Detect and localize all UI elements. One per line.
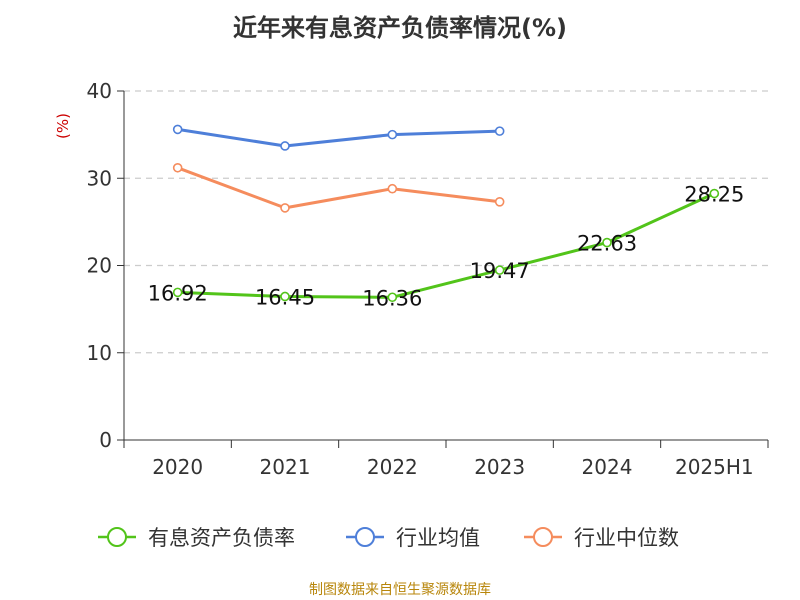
data-label: 16.92 [148,281,208,305]
data-point [280,203,290,213]
data-label: 28.25 [684,183,744,207]
legend-label: 行业均值 [396,526,480,550]
legend-marker [533,527,553,547]
legend-label: 有息资产负债率 [148,526,295,550]
legend-marker [355,527,375,547]
data-point [494,126,505,136]
data-point [494,197,505,207]
y-axis-label: (%) [54,113,72,139]
data-point [172,287,183,298]
data-point [494,265,505,275]
data-point [602,237,612,248]
source-footer: 制图数据来自恒生聚源数据库 [309,582,491,598]
x-tick-label: 2021 [260,455,311,479]
y-tick-label: 30 [87,166,112,190]
data-label: 22.63 [577,232,637,256]
data-label: 16.36 [362,286,422,310]
x-tick-label: 2022 [367,455,418,479]
data-point [280,291,290,302]
data-point [387,292,398,303]
x-tick-label: 2023 [474,455,525,479]
data-point [387,183,398,194]
data-point [709,188,720,199]
data-point [172,162,183,173]
series-line-1 [177,127,500,148]
y-tick-label: 0 [99,428,112,452]
data-label: 19.47 [470,259,530,283]
data-point [280,141,290,151]
chart-title: 近年来有息资产负债率情况(%) [233,14,567,42]
legend-marker [107,527,127,547]
x-tick-label: 2025H1 [675,455,754,479]
data-point [172,124,183,135]
y-tick-label: 10 [87,341,112,365]
x-tick-label: 2024 [582,455,633,479]
y-tick-label: 40 [87,79,112,103]
legend-label: 行业中位数 [574,526,679,550]
series-line-0 [177,192,715,299]
x-tick-label: 2020 [152,455,203,479]
data-point [387,129,398,140]
y-tick-label: 20 [87,254,112,278]
data-label: 16.45 [255,285,315,309]
series-line-2 [177,166,500,210]
